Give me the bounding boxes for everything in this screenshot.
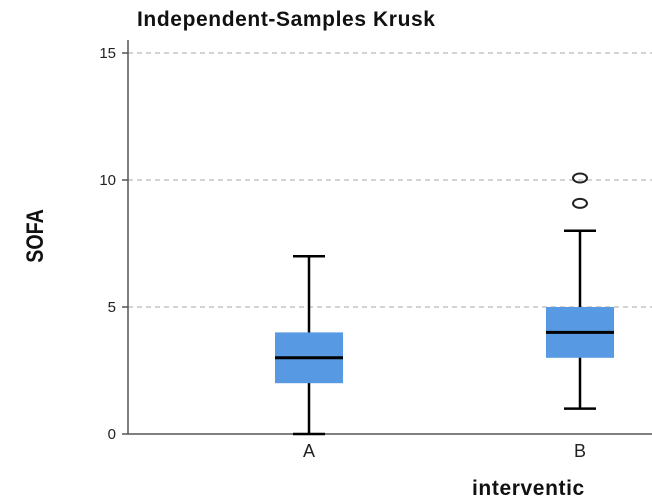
y-tick-label: 5 [108, 299, 116, 316]
x-tick-label: B [574, 441, 586, 461]
y-tick-label: 0 [108, 426, 116, 443]
y-tick-label: 15 [99, 45, 116, 62]
y-tick-label: 10 [99, 172, 116, 189]
x-tick-label: A [303, 441, 315, 461]
outlier-point [572, 172, 588, 184]
x-axis-label: interventic [472, 477, 585, 500]
chart-title: Independent-Samples Krusk [137, 8, 436, 31]
outlier-point [572, 197, 588, 209]
